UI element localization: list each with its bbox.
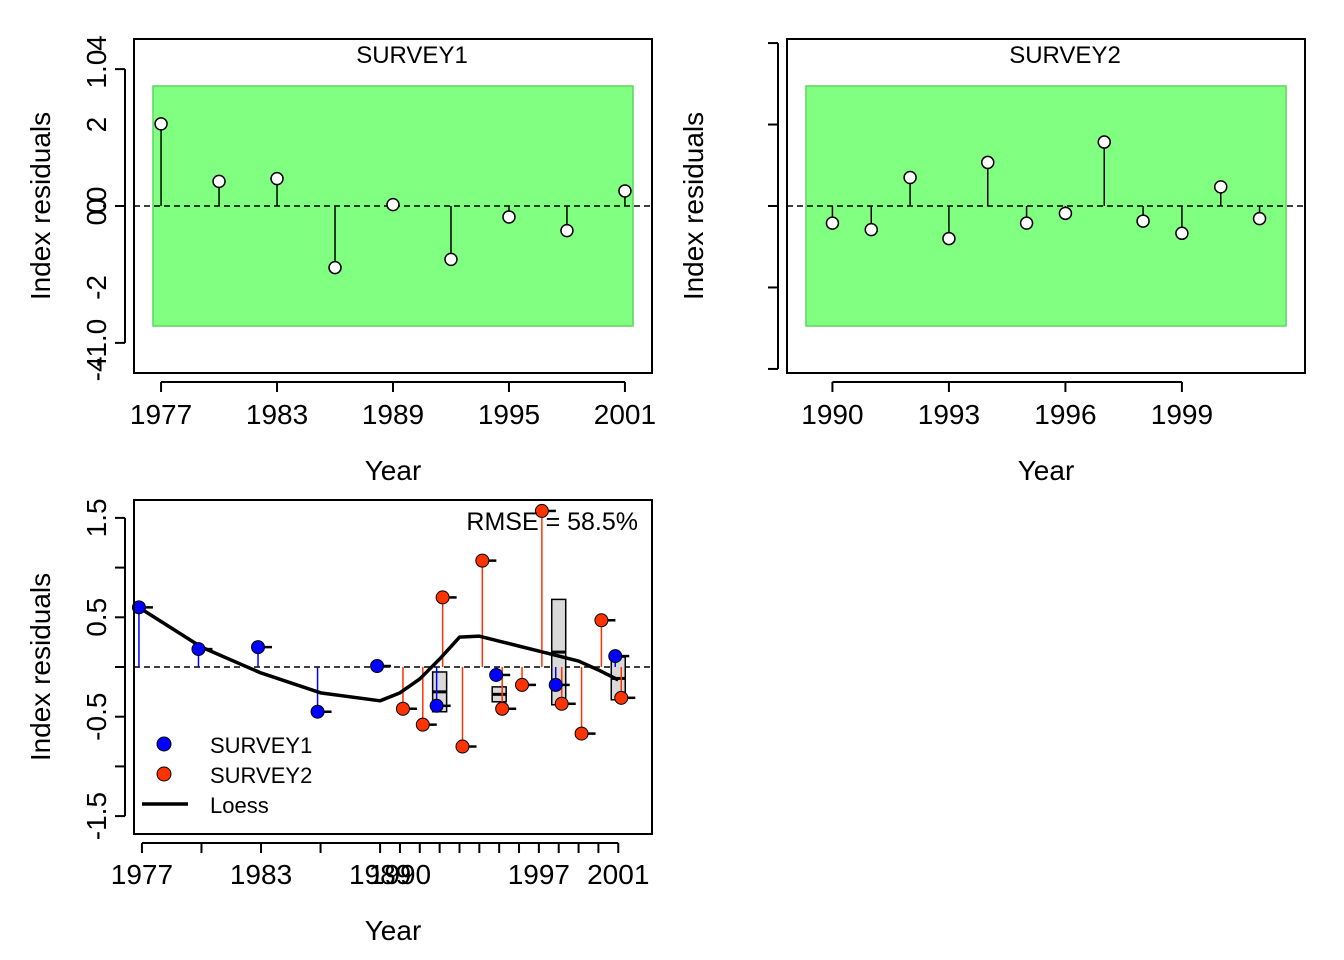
survey1-residual-point bbox=[328, 260, 342, 275]
survey2-residual-point bbox=[825, 216, 840, 230]
survey2-band bbox=[805, 85, 1287, 327]
survey1-y-tick-label: 1.0 bbox=[81, 50, 112, 89]
survey1-title: SURVEY1 bbox=[356, 42, 468, 69]
survey1-residual-point bbox=[212, 174, 226, 189]
survey1-x-tick-label: 1995 bbox=[478, 399, 540, 430]
survey1-x-axis-label: Year bbox=[365, 455, 422, 486]
survey2-residual-point bbox=[1097, 135, 1111, 149]
survey2-y-axis-label: Index residuals bbox=[678, 112, 709, 300]
survey1-point bbox=[251, 640, 266, 655]
survey2-point bbox=[515, 677, 530, 692]
survey2-residual-point bbox=[1136, 214, 1150, 228]
survey2-residual-point bbox=[1213, 180, 1228, 194]
survey2-point bbox=[435, 590, 450, 605]
survey2-point bbox=[554, 696, 569, 711]
survey2-point bbox=[594, 613, 609, 628]
joint-y-tick-label: -0.5 bbox=[81, 693, 112, 741]
joint-y-tick-label: 1.5 bbox=[81, 498, 112, 537]
survey2-x-tick-label: 1990 bbox=[801, 399, 863, 430]
legend-survey2-label: SURVEY2 bbox=[210, 763, 312, 788]
joint-x-tick-label: 2001 bbox=[587, 859, 649, 890]
survey2-residual-point bbox=[1252, 211, 1267, 226]
survey1-point bbox=[310, 704, 325, 719]
legend: SURVEY1 SURVEY2 Loess bbox=[142, 733, 312, 818]
survey2-residual-point bbox=[1058, 206, 1073, 221]
survey1-x-tick-label: 2001 bbox=[594, 399, 656, 430]
survey2-panel: SURVEY2 1990 1993 1996 1999 -4 -2 0 2 4 Year In… bbox=[81, 35, 1306, 486]
survey2-residual-point bbox=[942, 231, 956, 246]
joint-plot-frame bbox=[133, 499, 653, 835]
rmse-annotation: RMSE = 58.5% bbox=[466, 508, 638, 536]
survey1-panel: SURVEY1 1977 1983 1989 1995 2001 -1.00.01.0 … bbox=[25, 38, 656, 486]
survey1-x-tick-label: 1977 bbox=[130, 399, 192, 430]
survey2-residual-point bbox=[981, 155, 995, 170]
survey1-residual-point bbox=[386, 197, 400, 212]
survey1-point bbox=[131, 600, 146, 615]
joint-x-tick-label: 1977 bbox=[111, 859, 173, 890]
survey2-y-tick-label: -2 bbox=[81, 275, 112, 300]
survey1-y-tick-label: 0.0 bbox=[81, 187, 112, 226]
survey1-residual-point bbox=[444, 252, 458, 267]
survey1-y-axis-label: Index residuals bbox=[25, 112, 56, 300]
joint-y-axis-label: Index residuals bbox=[25, 573, 56, 761]
survey1-residual-point bbox=[270, 171, 284, 186]
survey2-y-tick-label: -4 bbox=[81, 356, 112, 381]
survey1-residual-point bbox=[502, 210, 516, 224]
survey2-x-axis-label: Year bbox=[1018, 455, 1075, 486]
survey2-y-tick-label: 4 bbox=[81, 35, 112, 51]
survey2-y-tick-label: 0 bbox=[81, 198, 112, 214]
survey2-plot-frame bbox=[786, 38, 1306, 374]
survey2-x-tick-label: 1996 bbox=[1034, 399, 1096, 430]
survey1-point bbox=[429, 698, 444, 713]
survey2-x-tick-label: 1999 bbox=[1151, 399, 1213, 430]
joint-x-tick-label: 1983 bbox=[230, 859, 292, 890]
survey2-point bbox=[395, 701, 410, 716]
survey1-y-tick-label: -1.0 bbox=[81, 319, 112, 367]
survey2-point bbox=[534, 503, 549, 518]
survey2-point bbox=[415, 717, 430, 732]
loess-line bbox=[141, 607, 620, 703]
survey2-point bbox=[614, 690, 629, 705]
survey2-residual-point bbox=[864, 222, 879, 237]
survey2-point bbox=[574, 726, 589, 741]
survey1-point bbox=[489, 667, 504, 682]
legend-survey1-marker bbox=[156, 736, 172, 752]
survey1-point bbox=[191, 642, 206, 657]
joint-y-tick-label: 0.5 bbox=[81, 598, 112, 637]
survey1-residual-point bbox=[560, 223, 574, 238]
survey2-y-tick-label: 2 bbox=[81, 117, 112, 133]
survey1-point bbox=[608, 649, 623, 664]
survey2-point bbox=[475, 553, 490, 568]
survey2-title: SURVEY2 bbox=[1009, 42, 1121, 69]
survey1-residual-point bbox=[618, 184, 632, 198]
survey1-point bbox=[370, 659, 385, 674]
joint-x-tick-label: 1989 bbox=[349, 859, 411, 890]
survey1-x-tick-label: 1989 bbox=[362, 399, 424, 430]
survey2-point bbox=[495, 701, 510, 716]
survey2-residual-point bbox=[1019, 216, 1034, 230]
joint-x-axis-label: Year bbox=[365, 915, 422, 946]
joint-x-tick-label: 1997 bbox=[508, 859, 570, 890]
survey1-plot-frame bbox=[133, 38, 653, 374]
joint-x-tick-label: 1990 bbox=[369, 859, 431, 890]
legend-survey1-label: SURVEY1 bbox=[210, 733, 312, 758]
survey2-residual-point bbox=[1175, 226, 1189, 241]
survey2-residual-point bbox=[903, 170, 917, 185]
joint-y-tick-label: -1.5 bbox=[81, 792, 112, 840]
survey1-point bbox=[548, 677, 563, 692]
survey1-x-tick-label: 1983 bbox=[246, 399, 308, 430]
survey2-point bbox=[455, 739, 470, 754]
legend-survey2-marker bbox=[156, 766, 172, 782]
survey1-residual-point bbox=[154, 117, 168, 131]
legend-loess-label: Loess bbox=[210, 793, 269, 818]
survey2-x-tick-label: 1993 bbox=[918, 399, 980, 430]
